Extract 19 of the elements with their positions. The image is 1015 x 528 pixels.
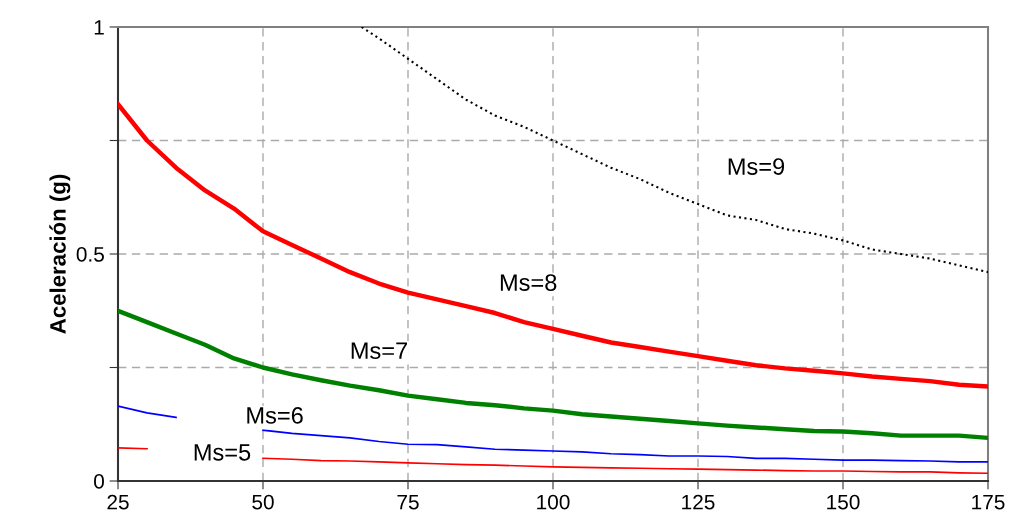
x-tick-label: 50 (252, 494, 274, 510)
y-tick-label: 0 (94, 474, 104, 489)
series-label: Ms=9 (728, 158, 785, 175)
x-tick-label: 125 (682, 494, 715, 510)
x-tick-label: 100 (537, 494, 570, 510)
series-label: Ms=5 (194, 444, 251, 461)
line-series (118, 308, 988, 441)
y-tick-label: 1 (94, 20, 104, 35)
series-label: Ms=8 (500, 274, 557, 291)
series-label: Ms=6 (247, 407, 303, 424)
line-series (118, 101, 988, 389)
x-tick-label: 25 (107, 494, 129, 510)
x-tick-label: 150 (827, 494, 860, 510)
series-label: Ms=7 (351, 342, 408, 360)
y-tick-label: 0.5 (76, 247, 104, 262)
line-series (360, 27, 988, 274)
x-tick-label: 175 (972, 494, 1005, 510)
y-axis-title: Aceleración (g) (49, 174, 71, 334)
x-tick-label: 75 (397, 494, 419, 510)
